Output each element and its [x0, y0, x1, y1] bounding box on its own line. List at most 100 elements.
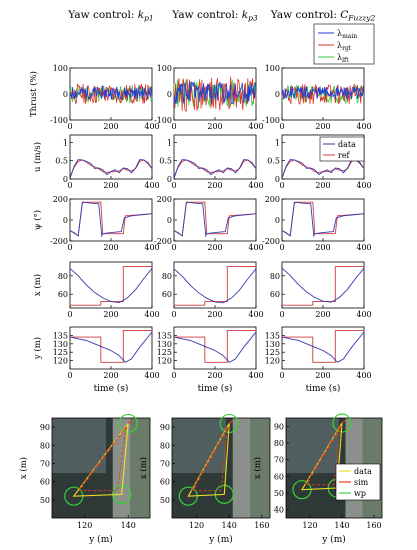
x-axis-label: y (m): [208, 534, 233, 545]
y-axis-label: x (m): [18, 457, 29, 479]
series-ref: [70, 329, 152, 363]
waypoint-circle: [219, 413, 239, 434]
heading-arrow: [325, 446, 331, 451]
y-tick-label: 135: [53, 331, 68, 340]
y-tick-label: 80: [58, 272, 68, 281]
y-tick-label: 70: [160, 459, 170, 468]
y-tick-label: 120: [53, 357, 68, 366]
x-tick-label: 160: [366, 521, 381, 530]
series-ref: [174, 329, 256, 363]
y-tick-label: 80: [270, 272, 280, 281]
series-ref: [69, 159, 153, 178]
heading-arrow: [78, 485, 84, 490]
y-tick-label: -100: [154, 116, 172, 125]
x-tick-label: 400: [144, 122, 159, 131]
x-tick-label: 200: [207, 181, 222, 190]
series-ref: [174, 266, 256, 306]
column-title: Yaw control: kp1: [67, 9, 153, 23]
y-tick-label: 0: [167, 175, 172, 184]
y-tick-label: 200: [265, 195, 280, 204]
x-tick-label: 400: [248, 371, 263, 380]
y-tick-label: -100: [50, 116, 68, 125]
x-tick-label: 200: [103, 310, 118, 319]
series-map-sim: [77, 426, 127, 492]
series-ref: [69, 201, 153, 237]
y-tick-label: 60: [270, 290, 280, 299]
waypoint-circle: [332, 413, 352, 433]
heading-arrow: [309, 472, 315, 477]
legend-label: λlft: [337, 53, 349, 64]
series-data: [281, 331, 365, 363]
x-tick-label: 400: [356, 371, 371, 380]
y-tick-label: 80: [162, 272, 172, 281]
x-tick-label: 400: [248, 243, 263, 252]
y-tick-label: 40: [274, 506, 284, 515]
heading-arrow: [111, 441, 117, 446]
heading-arrow: [216, 441, 222, 446]
axes-frame: [69, 134, 153, 180]
y-tick-label: 90: [274, 422, 284, 431]
map-panel: 120 140 50 60 70 80 90 x (m) y (m): [18, 413, 151, 545]
x-tick-label: 400: [248, 310, 263, 319]
y-tick-label: 1: [167, 138, 172, 147]
x-tick-label: 120: [77, 521, 92, 530]
heading-arrow: [117, 434, 122, 439]
column-title: Yaw control: CFuzzy2: [270, 9, 376, 23]
heading-arrow: [212, 449, 218, 453]
x-tick-label: 200: [315, 181, 330, 190]
shore: [250, 418, 270, 518]
series-data: [281, 159, 365, 179]
y-tick-label: 125: [265, 348, 280, 357]
x-tick-label: 0: [171, 181, 176, 190]
x-tick-label: 400: [356, 181, 371, 190]
y-tick-label: 60: [40, 478, 50, 487]
x-axis-label: time (s): [306, 383, 341, 394]
heading-arrow: [122, 427, 128, 432]
legend-label: λrgt: [337, 41, 352, 52]
y-axis-label: ψ (°): [32, 210, 43, 230]
heading-arrow: [204, 463, 209, 468]
x-axis-label: time (s): [94, 383, 129, 394]
x-tick-label: 120: [302, 521, 317, 530]
x-tick-label: 200: [315, 310, 330, 319]
heading-arrow: [224, 427, 230, 432]
heading-arrow: [228, 420, 234, 424]
y-tick-label: 0: [63, 216, 68, 225]
heading-arrow: [208, 456, 214, 461]
x-axis-label: time (s): [198, 383, 233, 394]
legend-map: data sim wp: [335, 463, 381, 501]
y-tick-label: 100: [265, 64, 280, 73]
axes-frame: [173, 134, 257, 180]
heading-arrow: [341, 419, 347, 424]
y-tick-label: 0.5: [267, 157, 280, 166]
y-tick-label: 125: [157, 348, 172, 357]
x-tick-label: 0: [67, 371, 72, 380]
series-ref: [70, 266, 152, 306]
legend-label: ref: [338, 151, 351, 160]
legend-label: wp: [354, 489, 366, 498]
heading-arrow: [89, 470, 95, 475]
y-axis-label: x (m): [252, 457, 263, 479]
y-tick-label: 120: [265, 357, 280, 366]
water-texture: [52, 418, 106, 473]
y-tick-label: -200: [50, 237, 68, 246]
x-axis-label: y (m): [88, 534, 113, 545]
series-data: [281, 201, 365, 238]
heading-arrow: [333, 432, 339, 437]
y-tick-label: 60: [162, 290, 172, 299]
y-tick-label: 90: [160, 423, 170, 432]
map-panel: 120 140 160 50 60 70 80 90 x (m) y (m): [138, 413, 271, 545]
y-tick-label: -200: [154, 237, 172, 246]
legend-label: λmain: [337, 29, 357, 40]
pier: [232, 418, 251, 518]
heading-arrow: [317, 459, 323, 464]
series-data: [173, 268, 257, 304]
map-frame: [51, 417, 151, 519]
series-rgt: [281, 83, 365, 105]
x-tick-label: 400: [356, 243, 371, 252]
y-tick-label: 80: [40, 441, 50, 450]
